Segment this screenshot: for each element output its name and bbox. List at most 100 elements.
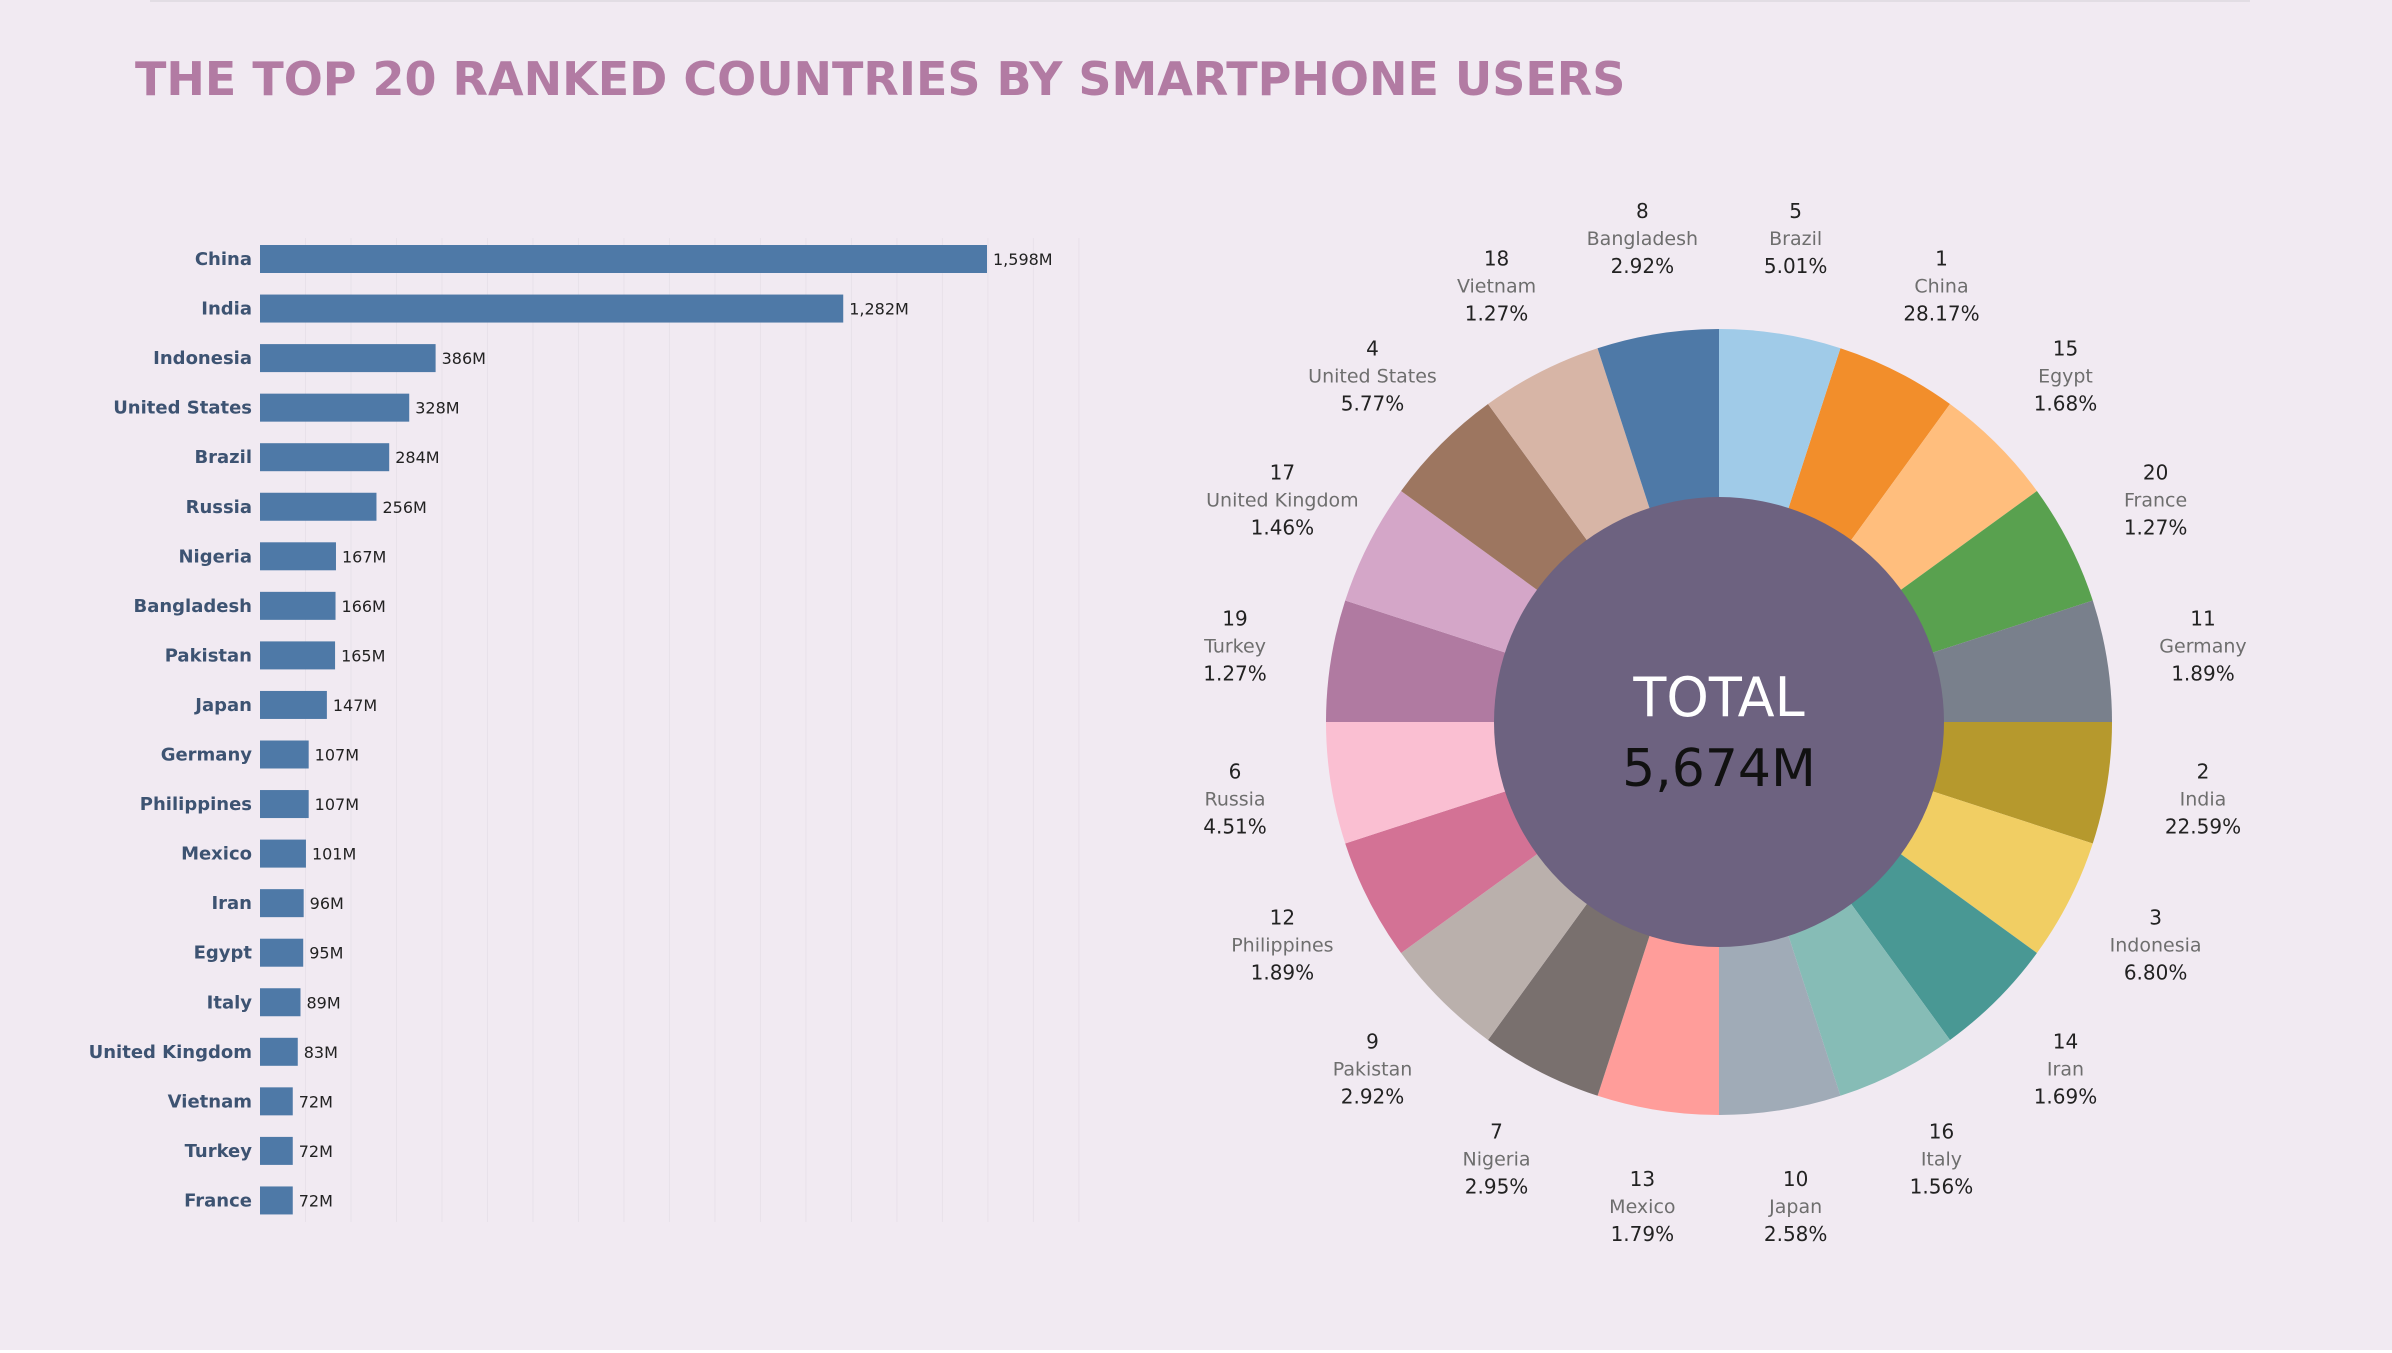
bar-value-label: 89M: [306, 993, 340, 1012]
bar[interactable]: [260, 1136, 293, 1165]
bar[interactable]: [260, 641, 336, 670]
bar[interactable]: [260, 591, 336, 620]
slice-percent: 6.80%: [2124, 960, 2188, 984]
slice-name: Iran: [2047, 1058, 2084, 1080]
slice-label-group: 6 Russia 4.51%: [1203, 760, 1267, 839]
slice-rank: 13: [1630, 1167, 1655, 1191]
slice-rank: 19: [1222, 606, 1247, 630]
slice-name: Brazil: [1769, 228, 1822, 250]
bar-category-label: Nigeria: [178, 546, 252, 567]
bar[interactable]: [260, 740, 309, 769]
slice-percent: 1.27%: [2124, 516, 2188, 540]
total-value: 5,674M: [1622, 739, 1816, 799]
bar-value-label: 101M: [312, 845, 356, 864]
slice-name: Russia: [1204, 789, 1265, 811]
bar-value-label: 1,598M: [993, 250, 1053, 269]
slice-label-group: 9 Pakistan 2.92%: [1333, 1029, 1413, 1108]
bar-value-label: 1,282M: [849, 300, 909, 319]
slice-label-group: 3 Indonesia 6.80%: [2110, 905, 2202, 984]
bar[interactable]: [260, 889, 304, 918]
bar-category-label: Turkey: [185, 1141, 253, 1162]
slice-percent: 1.68%: [2034, 392, 2098, 416]
slice-name: Italy: [1921, 1149, 1962, 1171]
bar-value-label: 167M: [342, 547, 386, 566]
bar[interactable]: [260, 988, 301, 1017]
bar-value-label: 256M: [382, 498, 426, 517]
bar-category-label: China: [195, 249, 252, 270]
bar[interactable]: [260, 542, 336, 571]
bar-category-label: Philippines: [140, 794, 252, 815]
bar-category-label: Japan: [193, 695, 252, 716]
slice-percent: 1.89%: [1251, 960, 1315, 984]
bar-value-label: 107M: [315, 746, 359, 765]
bar-value-label: 96M: [310, 894, 344, 913]
slice-label-group: 14 Iran 1.69%: [2034, 1029, 2098, 1108]
bar[interactable]: [260, 1087, 293, 1116]
bar[interactable]: [260, 443, 390, 472]
slice-name: United Kingdom: [1206, 490, 1359, 512]
slice-percent: 2.92%: [1611, 254, 1675, 278]
slice-rank: 7: [1490, 1120, 1503, 1144]
bar[interactable]: [260, 790, 309, 819]
bar[interactable]: [260, 839, 306, 868]
slice-label-group: 17 United Kingdom 1.46%: [1206, 461, 1359, 540]
slice-label-group: 4 United States 5.77%: [1308, 337, 1437, 416]
slice-name: Philippines: [1231, 934, 1333, 956]
slice-label-group: 5 Brazil 5.01%: [1764, 199, 1828, 278]
bar-value-label: 72M: [299, 1191, 333, 1210]
slice-name: Japan: [1768, 1196, 1822, 1218]
bar[interactable]: [260, 1186, 293, 1215]
slice-rank: 11: [2190, 606, 2215, 630]
slice-label-group: 7 Nigeria 2.95%: [1463, 1120, 1531, 1199]
slice-rank: 10: [1783, 1167, 1808, 1191]
slice-rank: 12: [1270, 905, 1295, 929]
bar[interactable]: [260, 344, 436, 373]
bar-category-label: Germany: [161, 745, 253, 766]
bar-value-label: 95M: [309, 944, 343, 963]
slice-name: Turkey: [1203, 635, 1266, 657]
bar[interactable]: [260, 938, 304, 967]
slice-label-group: 18 Vietnam 1.27%: [1457, 246, 1536, 325]
slice-label-group: 12 Philippines 1.89%: [1231, 905, 1333, 984]
slice-label-group: 13 Mexico 1.79%: [1609, 1167, 1675, 1246]
slice-percent: 1.27%: [1203, 661, 1267, 685]
bar[interactable]: [260, 690, 327, 719]
slice-percent: 2.95%: [1465, 1175, 1529, 1199]
bar-category-label: Brazil: [194, 447, 252, 468]
slice-label-group: 19 Turkey 1.27%: [1203, 606, 1267, 685]
bar[interactable]: [260, 492, 377, 521]
slice-name: United States: [1308, 366, 1437, 388]
slice-name: France: [2124, 490, 2187, 512]
slice-name: Germany: [2159, 635, 2246, 657]
slice-percent: 1.79%: [1611, 1222, 1675, 1246]
slice-percent: 5.01%: [1764, 254, 1828, 278]
bar-value-label: 328M: [415, 399, 459, 418]
bar-category-label: Pakistan: [165, 645, 252, 666]
bar-value-label: 165M: [341, 646, 385, 665]
slice-name: Indonesia: [2110, 934, 2202, 956]
bar-category-label: Egypt: [194, 943, 253, 964]
slice-percent: 2.58%: [1764, 1222, 1828, 1246]
slice-name: China: [1914, 275, 1968, 297]
bar-category-label: India: [201, 299, 252, 320]
slice-label-group: 10 Japan 2.58%: [1764, 1167, 1828, 1246]
bar[interactable]: [260, 1037, 298, 1066]
bar-category-label: Iran: [211, 893, 252, 914]
slice-percent: 1.89%: [2171, 661, 2235, 685]
slice-rank: 5: [1789, 199, 1802, 223]
bar[interactable]: [260, 393, 410, 422]
bottom-divider: [0, 1350, 2392, 1353]
bar[interactable]: [260, 294, 844, 323]
slice-label-group: 15 Egypt 1.68%: [2034, 337, 2098, 416]
slice-rank: 17: [1270, 461, 1295, 485]
slice-percent: 1.27%: [1465, 301, 1529, 325]
slice-rank: 14: [2053, 1029, 2078, 1053]
bar-category-label: Russia: [186, 497, 252, 518]
slice-rank: 8: [1636, 199, 1649, 223]
bar[interactable]: [260, 245, 987, 273]
top-divider: [150, 0, 2250, 2]
total-label: TOTAL: [1632, 666, 1804, 729]
slice-percent: 1.46%: [1251, 516, 1315, 540]
slice-label-group: 16 Italy 1.56%: [1910, 1120, 1974, 1199]
slice-percent: 22.59%: [2165, 815, 2241, 839]
